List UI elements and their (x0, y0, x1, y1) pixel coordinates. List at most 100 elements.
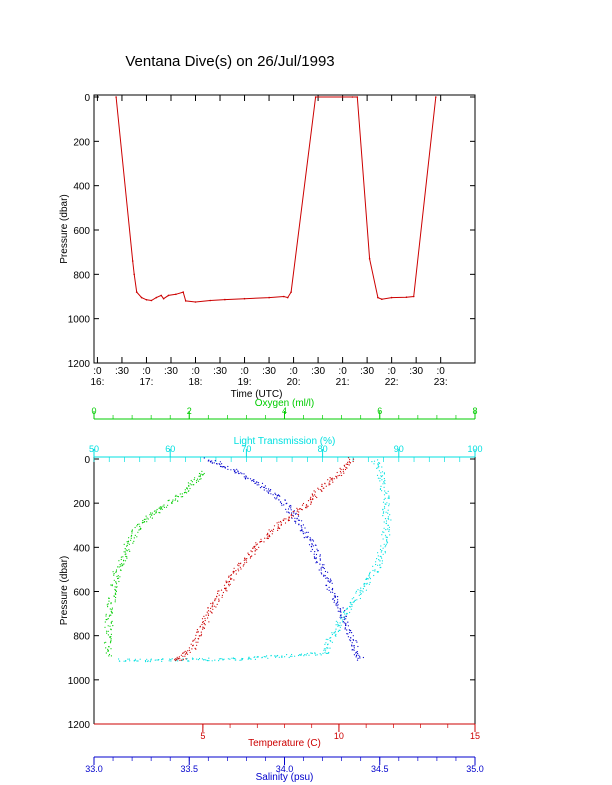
profile-point (266, 537, 268, 540)
profile-point (383, 527, 385, 529)
profile-point (345, 615, 347, 618)
profile-point (347, 461, 349, 463)
profile-point (245, 559, 247, 561)
profile-point (106, 604, 108, 606)
x-tick-label: 70 (241, 444, 251, 454)
profile-point (341, 617, 343, 619)
profile-point (349, 601, 351, 604)
profile-point (217, 590, 219, 592)
profile-point (176, 658, 178, 660)
profile-point (247, 552, 249, 554)
profile-point (339, 470, 341, 473)
profile-point (244, 557, 246, 559)
profile-point (342, 611, 345, 614)
profile-point (163, 506, 165, 508)
profile-point (119, 563, 121, 566)
profile-point (110, 629, 112, 631)
profile-point (115, 583, 118, 585)
x-tick-label-minutes: :0 (93, 366, 102, 377)
profile-point (220, 589, 223, 591)
profile-point (319, 555, 321, 557)
profile-point (218, 660, 220, 662)
profile-point (117, 577, 119, 580)
profile-point (126, 541, 128, 543)
profile-point (346, 629, 348, 631)
profile-point (196, 480, 198, 482)
x-tick-label: 100 (467, 444, 482, 454)
profile-point (330, 479, 332, 481)
profile-point (225, 589, 227, 591)
profile-point (349, 462, 352, 464)
dive-depth-point (184, 300, 187, 302)
profile-point (387, 524, 389, 526)
profile-point (379, 548, 382, 551)
profile-point (352, 639, 354, 641)
profile-point (211, 660, 213, 662)
profile-point (207, 614, 210, 617)
profile-point (183, 651, 185, 653)
profile-point (204, 617, 206, 620)
profile-point (118, 658, 120, 660)
x-tick-label-minutes: :30 (115, 366, 129, 377)
profile-point (388, 495, 390, 497)
profile-point (133, 660, 135, 662)
profile-point (280, 522, 282, 524)
profile-point (377, 459, 379, 461)
profile-point (323, 567, 325, 570)
profile-point (203, 472, 205, 475)
profile-point (329, 483, 331, 485)
profile-point (120, 556, 122, 558)
profile-point (287, 511, 290, 513)
profile-point (346, 613, 348, 615)
profile-point (368, 574, 370, 576)
profile-point (226, 590, 228, 592)
profile-point (250, 658, 252, 660)
profile-point (380, 551, 382, 553)
profile-point (288, 517, 290, 519)
profile-point (323, 487, 325, 489)
profile-point (345, 622, 347, 625)
profile-point (379, 462, 381, 464)
profile-point (330, 591, 332, 593)
profile-point (296, 510, 298, 512)
profile-point (382, 553, 384, 555)
profile-point (379, 488, 382, 490)
profile-point (284, 499, 286, 501)
profile-point (124, 548, 126, 550)
profile-point (180, 654, 182, 656)
profile-point (332, 591, 334, 593)
profile-point (184, 653, 186, 655)
profile-point (109, 614, 111, 616)
dive-depth-point (182, 291, 184, 293)
profile-point (331, 479, 334, 481)
profile-point (355, 655, 358, 657)
profile-point (277, 529, 279, 532)
profile-point (151, 514, 153, 516)
profile-point (297, 654, 300, 657)
profile-point (212, 603, 214, 605)
profile-point (355, 651, 358, 653)
profile-point (125, 553, 127, 555)
profile-point (238, 472, 240, 475)
profile-point (286, 511, 288, 513)
profile-point (253, 656, 255, 659)
profile-point (156, 508, 158, 511)
profile-point (307, 535, 309, 538)
x-tick-label-hour: 17: (140, 377, 154, 388)
profile-point (334, 630, 336, 633)
profile-point (375, 561, 377, 563)
profile-point (324, 650, 327, 652)
x-tick-label-minutes: :30 (360, 366, 374, 377)
profile-point (324, 652, 326, 654)
profile-point (348, 464, 350, 466)
profile-point (311, 493, 313, 495)
profile-point (186, 651, 188, 653)
profile-point (349, 605, 351, 608)
profile-point (339, 626, 341, 628)
profile-point (377, 564, 379, 566)
profile-point (341, 619, 343, 621)
profile-point (369, 572, 371, 575)
profile-point (211, 606, 213, 608)
profile-point (345, 618, 347, 620)
profile-point (118, 566, 120, 568)
